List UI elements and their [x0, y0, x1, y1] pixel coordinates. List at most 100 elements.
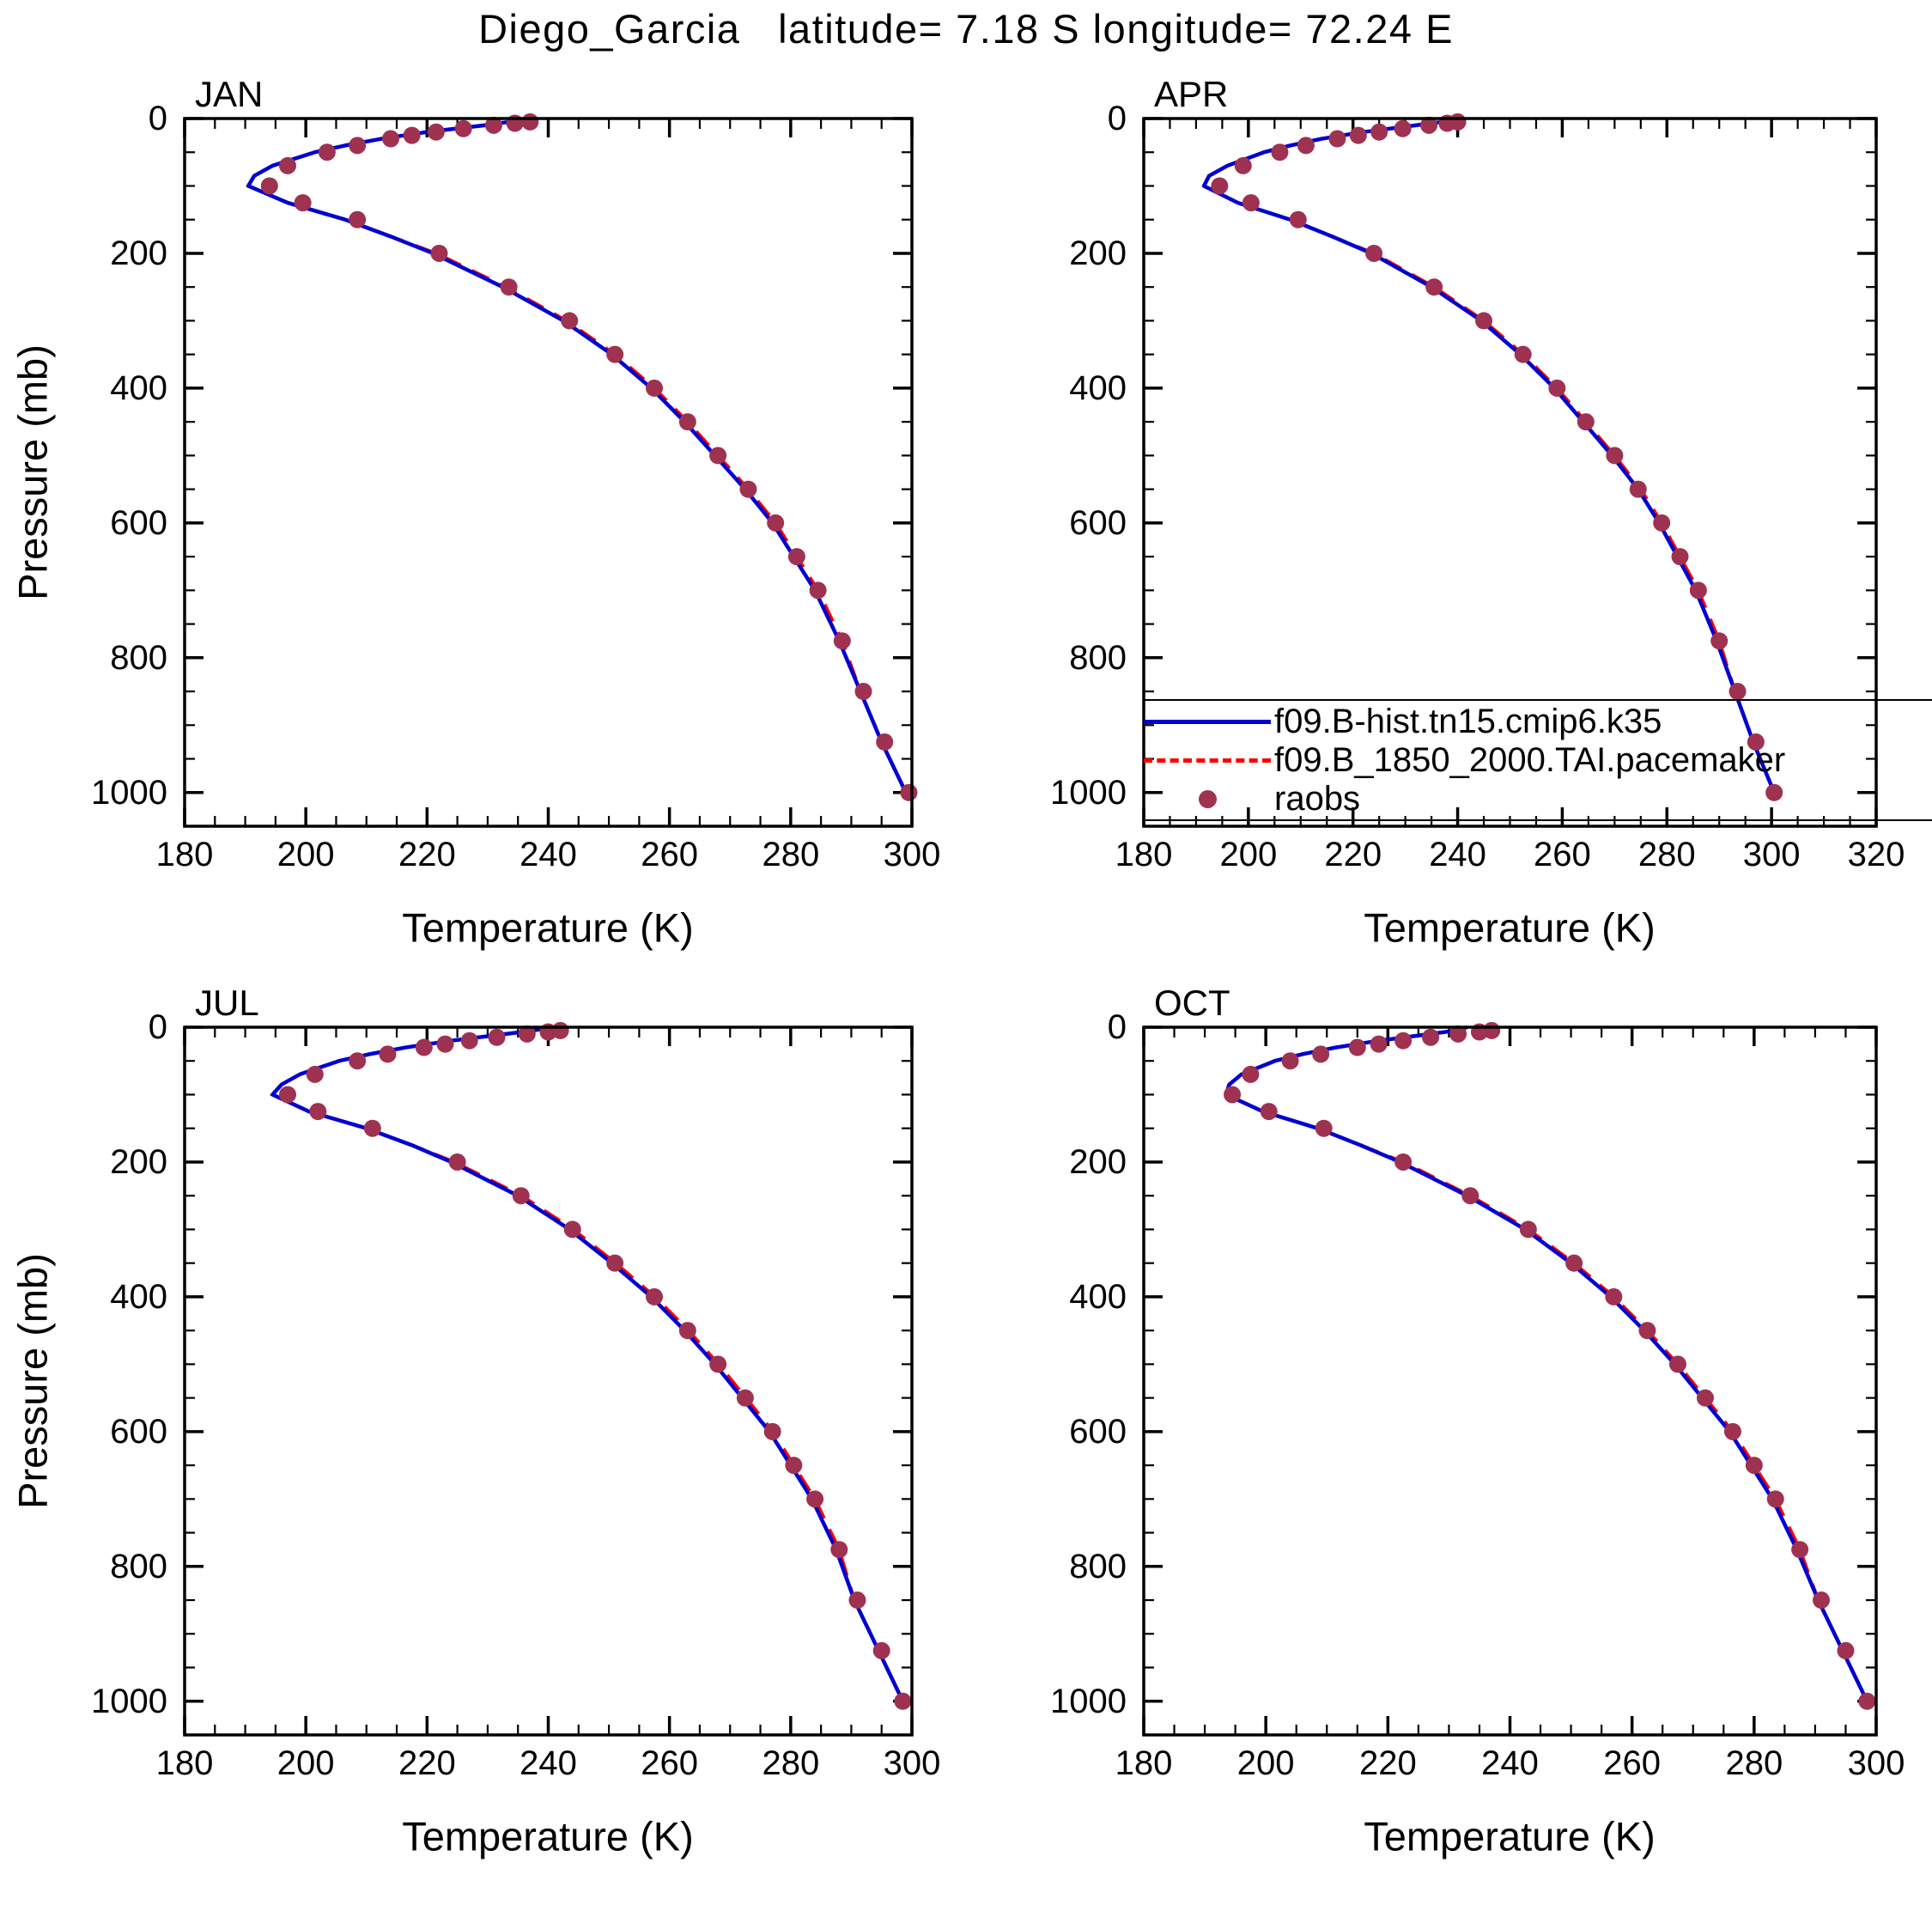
legend-sample-model: [1144, 719, 1271, 724]
raobs-dot: [1696, 1389, 1714, 1407]
raobs-dot: [500, 278, 518, 296]
legend-label-pacemaker: f09.B_1850_2000.TAI.pacemaker: [1274, 741, 1786, 779]
raobs-dot: [349, 137, 367, 155]
raobs-dot: [1653, 514, 1671, 532]
raobs-dot: [1765, 783, 1783, 801]
raobs-dot: [646, 1287, 664, 1305]
y-tick-label: 0: [1108, 100, 1127, 137]
tick-labels: 180 200 220 240 260 280 300 0 200 400 600 800 1000: [91, 100, 940, 873]
raobs-dot: [1297, 137, 1315, 155]
raobs-dot: [430, 244, 448, 262]
pacemaker-line-sample: [1144, 758, 1271, 763]
x-tick-label: 220: [398, 1744, 456, 1782]
tick-labels: 180 200 220 240 260 280 300 0 200 400 600 800 1000: [1050, 1008, 1905, 1782]
raobs-dot: [381, 130, 399, 148]
raobs-dot: [309, 1103, 327, 1121]
panel-jul: 180 200 220 240 260 280 300 0 200 400 600 800 1000: [91, 1008, 940, 1782]
legend: f09.B-hist.tn15.cmip6.k35 f09.B_1850_200…: [1144, 699, 1932, 821]
raobs-dot: [1791, 1541, 1809, 1559]
raobs-dot: [349, 1052, 367, 1070]
raobs-dot: [260, 177, 278, 195]
raobs-dot: [318, 143, 336, 161]
raobs-dot: [454, 119, 472, 137]
raobs-dot: [1312, 1045, 1330, 1063]
model-curve: [246, 116, 908, 794]
raobs-dot: [1348, 1038, 1366, 1056]
raobs-dot: [736, 1389, 754, 1407]
raobs-dot: [1328, 130, 1346, 148]
raobs-dot: [349, 210, 367, 228]
y-tick-label: 200: [1069, 1143, 1127, 1181]
model-line-sample: [1144, 719, 1271, 724]
raobs-dot: [436, 1035, 454, 1053]
x-tick-label: 260: [1534, 836, 1591, 873]
raobs-dot: [1420, 116, 1438, 134]
plot-border: [1142, 117, 1878, 828]
y-tick-label: 200: [110, 234, 167, 272]
x-axis-label-apr: Temperature (K): [1364, 904, 1656, 951]
raobs-dot: [833, 632, 851, 650]
x-tick-label: 200: [277, 1744, 335, 1782]
raobs-dot: [1723, 1422, 1741, 1440]
raobs-dot: [848, 1591, 866, 1610]
axis-ticks: [1142, 1025, 1878, 1737]
raobs-dot: [787, 548, 805, 566]
y-tick-label: 400: [110, 1278, 167, 1316]
raobs-dot: [1577, 413, 1595, 431]
raobs-dots: [278, 1021, 912, 1710]
raobs-dot: [1605, 1287, 1623, 1305]
raobs-dot: [1858, 1692, 1876, 1710]
panel-jan: 180 200 220 240 260 280 300 0 200 400 600 800 1000: [91, 100, 940, 873]
y-tick-label: 800: [110, 1548, 167, 1585]
y-tick-label: 800: [110, 639, 167, 677]
raobs-dot: [1394, 1032, 1413, 1050]
raobs-marker-sample: [1144, 789, 1271, 808]
raobs-dot: [1394, 119, 1412, 137]
plot-border: [183, 1025, 914, 1737]
raobs-dot: [894, 1692, 912, 1710]
raobs-dot: [488, 1028, 506, 1046]
legend-label-raobs: raobs: [1274, 780, 1361, 818]
raobs-dots: [1211, 113, 1783, 801]
plot-border: [1142, 1025, 1878, 1737]
raobs-dot: [1242, 194, 1260, 212]
raobs-dot: [854, 683, 872, 701]
x-tick-label: 180: [156, 1744, 214, 1782]
x-tick-label: 300: [1743, 836, 1801, 873]
raobs-dot: [448, 1153, 466, 1171]
raobs-dot: [1689, 581, 1707, 599]
raobs-dot: [1289, 210, 1307, 228]
y-axis-label-row1: Pressure (mb): [9, 344, 56, 600]
raobs-dot: [521, 113, 539, 131]
raobs-dot: [1449, 1025, 1467, 1043]
x-tick-label: 220: [1324, 836, 1382, 873]
raobs-dots: [1224, 1021, 1876, 1710]
raobs-dot: [518, 1025, 536, 1043]
raobs-dot: [709, 1355, 727, 1373]
raobs-dot: [1813, 1591, 1831, 1610]
raobs-dot: [484, 116, 502, 134]
x-tick-label: 300: [884, 836, 941, 873]
raobs-dot: [763, 1422, 781, 1440]
raobs-dot: [739, 480, 757, 498]
y-tick-label: 0: [149, 100, 167, 137]
x-tick-label: 260: [641, 1744, 698, 1782]
raobs-dot: [1837, 1641, 1855, 1659]
raobs-dot: [563, 1220, 581, 1238]
raobs-dot: [1519, 1220, 1537, 1238]
raobs-dot: [1365, 244, 1383, 262]
raobs-dot: [278, 156, 296, 174]
panel-label-oct: OCT: [1154, 983, 1230, 1023]
y-tick-label: 1000: [91, 1683, 167, 1720]
plot-border: [183, 117, 914, 828]
raobs-dot: [1271, 143, 1289, 161]
raobs-dot: [767, 514, 785, 532]
legend-label-model: f09.B-hist.tn15.cmip6.k35: [1274, 703, 1662, 740]
raobs-dot: [900, 783, 918, 801]
x-tick-label: 240: [519, 1744, 577, 1782]
axis-ticks: [183, 1025, 914, 1737]
raobs-dot: [1629, 480, 1647, 498]
raobs-dot: [1671, 548, 1689, 566]
x-tick-label: 220: [398, 836, 456, 873]
